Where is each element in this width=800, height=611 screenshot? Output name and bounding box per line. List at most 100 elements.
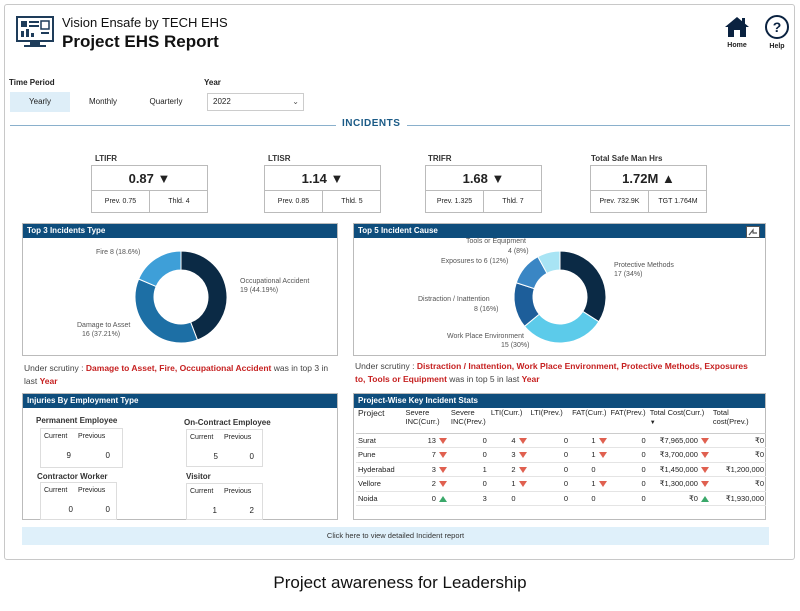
section-divider-left (10, 125, 336, 126)
cell-fat-c: 0 (570, 491, 609, 506)
col-severe-prev[interactable]: Severe INC(Prev.) (448, 407, 489, 434)
cell-value: 0 (563, 435, 569, 445)
period-monthly-button[interactable]: Monthly (88, 97, 117, 106)
cell-project: Surat (356, 433, 404, 448)
time-period-label: Time Period (9, 78, 55, 87)
cell-value: 0 (563, 493, 569, 503)
cell-value: 0 (641, 493, 646, 503)
table-row[interactable]: Surat 13 0 4 0 1 0 ₹7,965,000 ₹0 (356, 433, 766, 448)
top3-slice-fire[interactable] (138, 250, 182, 288)
top3-scrutiny-year: Year (39, 375, 58, 386)
period-quarterly-button[interactable]: Quarterly (149, 97, 183, 106)
cell-value: 0 (591, 464, 596, 474)
kpi-ltisr-trend-icon: ▼ (330, 171, 344, 186)
col-fat-prev[interactable]: FAT(Prev.) (608, 407, 648, 434)
injuries-title: Injuries By Employment Type (23, 394, 337, 408)
top3-occ-label-name: Occupational Accident (240, 278, 310, 285)
top5-wpe-label-value: 15 (30%) (501, 342, 530, 349)
kpi-ltifr-label: LTIFR (95, 154, 118, 163)
on-contract-employee-title: On-Contract Employee (184, 418, 271, 427)
visitor-current-label: Current (190, 488, 214, 495)
trend-down-icon (700, 437, 709, 444)
col-cost-curr[interactable]: Total Cost(Curr.) ▼ (647, 407, 711, 434)
col-lti-prev[interactable]: LTI(Prev.) (528, 407, 571, 434)
cell-value: 7 (431, 450, 436, 460)
top3-incidents-donut (134, 250, 228, 344)
permanent-previous-value: 0 (105, 451, 110, 460)
trend-down-icon (438, 452, 447, 459)
help-button[interactable]: ? Help (762, 14, 792, 50)
permanent-employee-title: Permanent Employee (36, 416, 118, 425)
table-row[interactable]: Pune 7 0 3 0 1 0 ₹3,700,000 ₹0 (356, 447, 766, 463)
focus-mode-icon[interactable] (746, 226, 760, 238)
cell-value: ₹1,300,000 (659, 479, 698, 489)
col-project[interactable]: Project (356, 407, 404, 434)
year-select[interactable]: 2022 ⌄ (207, 93, 304, 111)
year-label: Year (204, 78, 221, 87)
cell-value: ₹3,700,000 (659, 450, 698, 460)
cell-cost-p: ₹0 (710, 447, 766, 463)
detailed-incident-report-button[interactable]: Click here to view detailed Incident rep… (22, 527, 769, 545)
top3-dmg-label-value: 16 (37.21%) (82, 331, 121, 338)
cell-lti-p: 0 (528, 462, 571, 477)
help-label: Help (769, 43, 785, 50)
cell-project: Vellore (356, 476, 404, 492)
table-row[interactable]: Hyderabad 3 1 2 0 0 0 ₹1,450,000 ₹1,200,000 (356, 462, 766, 477)
col-cost-prev[interactable]: Total cost(Prev.) (710, 407, 766, 434)
contractor-worker-card (40, 482, 117, 520)
trend-down-icon (598, 481, 607, 488)
cell-cost-p: ₹0 (710, 433, 766, 448)
on-contract-previous-value: 0 (249, 452, 254, 461)
cell-lti-p: 0 (528, 447, 571, 463)
period-yearly-button[interactable]: Yearly (10, 92, 70, 112)
cell-value: 0 (511, 493, 516, 503)
permanent-employee-card (40, 428, 123, 468)
kpi-safe-hrs-tgt: TGT 1.764M (658, 198, 698, 205)
top3-slice-damage-to-asset[interactable] (134, 278, 199, 344)
trend-down-icon (598, 452, 607, 459)
kpi-safe-hrs-value-row: 1.72M ▲ (591, 166, 706, 191)
cell-project: Hyderabad (356, 462, 404, 477)
cell-lti-c: 0 (488, 491, 529, 506)
project-stats-title: Project-Wise Key Incident Stats (354, 394, 765, 408)
cell-sev-p: 0 (448, 447, 489, 463)
cell-cost-c: ₹1,300,000 (647, 476, 711, 492)
top5-protective-label-name: Protective Methods (614, 262, 674, 269)
cell-value: ₹0 (755, 435, 764, 445)
top3-incidents-title: Top 3 Incidents Type (23, 224, 337, 238)
cell-value: Vellore (358, 479, 381, 489)
cell-value: 1 (591, 479, 596, 489)
svg-text:?: ? (773, 19, 782, 35)
top5-scrutiny-year: Year (521, 373, 540, 384)
table-header-row: Project Severe INC(Curr.) Severe INC(Pre… (356, 407, 766, 434)
top5-cause-title: Top 5 Incident Cause (354, 224, 765, 238)
cell-cost-c: ₹3,700,000 (647, 447, 711, 463)
top5-slice-tools-or-equipment[interactable] (537, 250, 561, 275)
home-button[interactable]: Home (722, 15, 752, 49)
trend-up-icon (700, 495, 709, 502)
cell-lti-c: 3 (488, 447, 529, 463)
cell-value: 2 (431, 479, 436, 489)
col-severe-curr[interactable]: Severe INC(Curr.) (403, 407, 449, 434)
cell-value: 1 (591, 435, 596, 445)
sort-desc-icon: ▼ (649, 420, 656, 426)
cell-value: 2 (511, 464, 516, 474)
visitor-previous-value: 2 (249, 506, 254, 515)
cell-value: ₹1,450,000 (659, 464, 698, 474)
trend-down-icon (438, 437, 447, 444)
col-fat-curr[interactable]: FAT(Curr.) (570, 407, 609, 434)
col-lti-curr[interactable]: LTI(Curr.) (488, 407, 529, 434)
cell-value: 0 (563, 450, 569, 460)
section-title: INCIDENTS (342, 118, 401, 129)
cell-value: Noida (358, 493, 378, 503)
top3-slice-occupational-accident[interactable] (180, 250, 228, 341)
cell-sev-c: 2 (403, 476, 449, 492)
cell-project: Noida (356, 491, 404, 506)
top5-wpe-label-name: Work Place Environment (447, 333, 524, 340)
cell-value: 0 (641, 435, 646, 445)
top5-distraction-label-value: 8 (16%) (474, 306, 499, 313)
table-row[interactable]: Noida 0 3 0 0 0 0 ₹0 ₹1,930,000 (356, 491, 766, 506)
top5-tools-label-name: Tools or Equipment (466, 238, 526, 245)
cell-lti-p: 0 (528, 491, 571, 506)
table-row[interactable]: Vellore 2 0 1 0 1 0 ₹1,300,000 ₹0 (356, 476, 766, 492)
